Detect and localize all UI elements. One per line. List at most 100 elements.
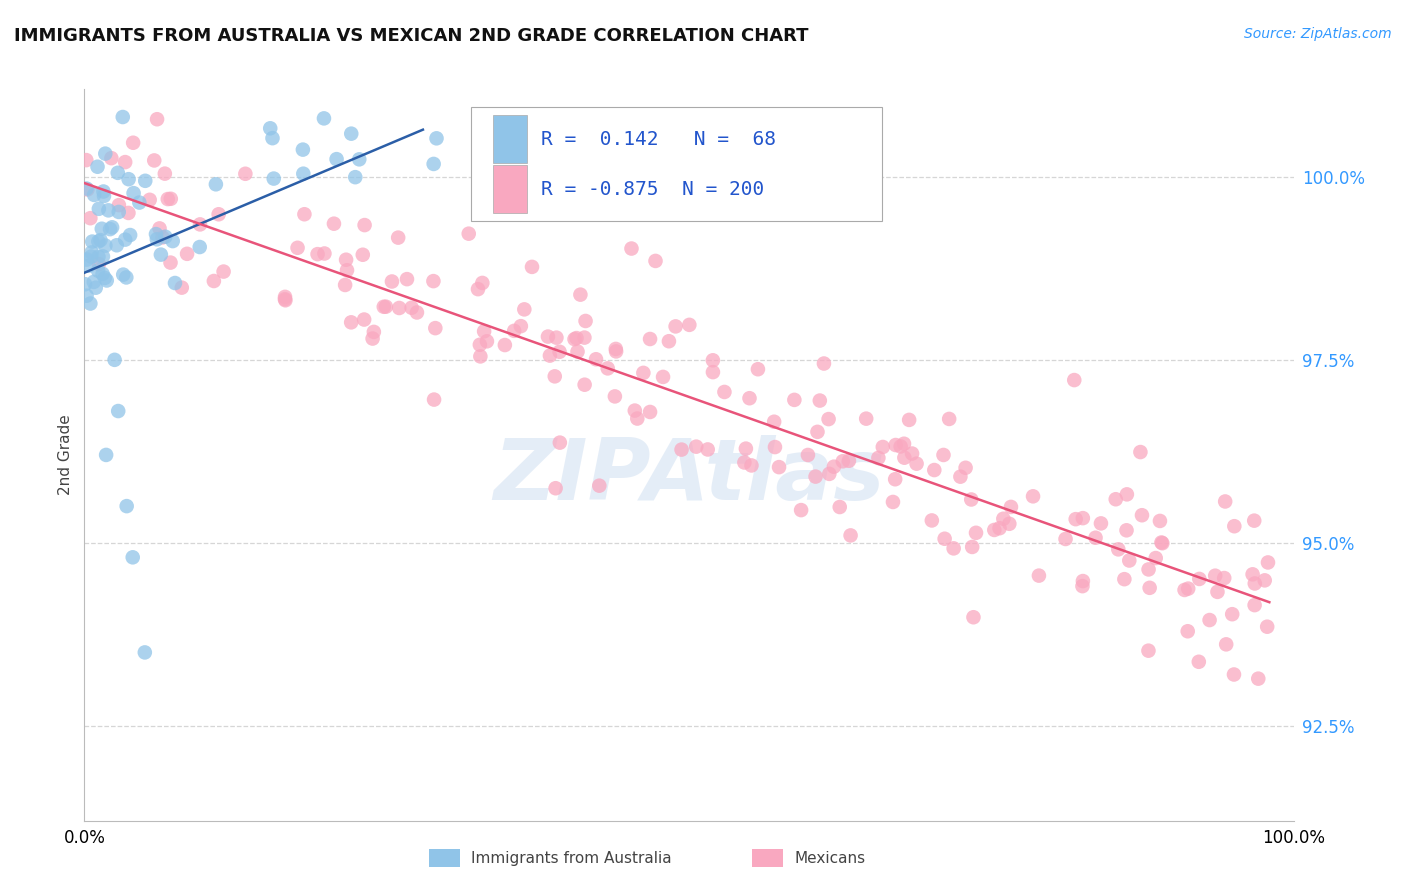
Point — [1137, 643, 1160, 657]
Point — [1152, 536, 1174, 550]
Point — [702, 365, 724, 379]
Point — [145, 227, 167, 241]
Point — [949, 469, 972, 483]
Point — [671, 442, 693, 457]
Point — [80, 250, 103, 264]
Point — [1107, 542, 1129, 557]
Point — [1247, 672, 1270, 686]
Point — [1254, 574, 1277, 588]
Point — [363, 325, 385, 339]
Point — [898, 413, 921, 427]
Y-axis label: 2nd Grade: 2nd Grade — [58, 415, 73, 495]
Point — [596, 361, 619, 376]
Point — [855, 411, 877, 425]
Point — [159, 255, 181, 269]
Point — [763, 415, 786, 429]
Point — [702, 353, 724, 368]
Point — [107, 404, 129, 418]
Point — [79, 211, 101, 226]
Point — [1177, 624, 1199, 639]
Point — [336, 263, 359, 277]
Point — [235, 167, 257, 181]
Point — [1243, 576, 1265, 591]
Point — [1115, 487, 1137, 501]
Point — [470, 350, 492, 364]
FancyBboxPatch shape — [494, 165, 527, 213]
Point — [1213, 571, 1236, 585]
Point — [960, 540, 983, 554]
Point — [626, 411, 648, 425]
Point — [208, 207, 231, 221]
Point — [472, 324, 495, 338]
Point — [678, 318, 700, 332]
Point — [965, 525, 987, 540]
Point — [176, 247, 198, 261]
Text: Source: ZipAtlas.com: Source: ZipAtlas.com — [1244, 27, 1392, 41]
Point — [1198, 613, 1220, 627]
Point — [274, 293, 297, 308]
Point — [344, 170, 367, 185]
Point — [538, 349, 561, 363]
Point — [884, 472, 907, 486]
Point — [97, 203, 120, 218]
Point — [1084, 531, 1107, 545]
Point — [882, 495, 904, 509]
Point — [93, 189, 115, 203]
Point — [423, 392, 446, 407]
Point — [188, 218, 211, 232]
Point — [1105, 492, 1128, 507]
Point — [546, 331, 568, 345]
Point — [1150, 535, 1173, 549]
Point — [76, 252, 98, 267]
Point — [148, 221, 170, 235]
Point — [83, 275, 105, 289]
Point — [623, 403, 645, 417]
Point — [152, 230, 174, 244]
Point — [381, 275, 404, 289]
Point — [425, 131, 447, 145]
Point — [1144, 551, 1167, 566]
Point — [1177, 582, 1199, 596]
Point — [574, 330, 596, 344]
Point — [740, 458, 762, 473]
Text: R = -0.875  N = 200: R = -0.875 N = 200 — [541, 179, 765, 199]
Point — [509, 319, 531, 334]
Point — [76, 182, 98, 196]
Point — [335, 252, 357, 267]
Point — [134, 174, 156, 188]
Point — [94, 238, 117, 252]
Point — [733, 455, 755, 469]
Text: Mexicans: Mexicans — [794, 851, 866, 865]
Point — [685, 440, 707, 454]
Point — [77, 259, 100, 273]
Point — [117, 206, 139, 220]
Point — [115, 499, 138, 513]
Point — [934, 532, 956, 546]
Point — [983, 523, 1005, 537]
Point — [159, 192, 181, 206]
Point — [1118, 553, 1140, 567]
Point — [567, 344, 589, 359]
Point — [665, 319, 688, 334]
Point — [105, 238, 128, 252]
Point — [90, 221, 112, 235]
Point — [503, 324, 526, 338]
Point — [457, 227, 479, 241]
Point — [307, 247, 329, 261]
Point — [1115, 524, 1137, 538]
Point — [262, 131, 284, 145]
Point — [107, 166, 129, 180]
Point — [468, 338, 491, 352]
Point — [1241, 567, 1264, 582]
Point — [1090, 516, 1112, 531]
Point — [838, 454, 860, 468]
Point — [104, 352, 127, 367]
Point — [513, 302, 536, 317]
Point — [797, 448, 820, 462]
Point — [274, 290, 297, 304]
Point — [98, 222, 121, 236]
Text: IMMIGRANTS FROM AUSTRALIA VS MEXICAN 2ND GRADE CORRELATION CHART: IMMIGRANTS FROM AUSTRALIA VS MEXICAN 2ND… — [14, 27, 808, 45]
Point — [111, 110, 134, 124]
Point — [565, 331, 588, 345]
Point — [134, 645, 156, 659]
